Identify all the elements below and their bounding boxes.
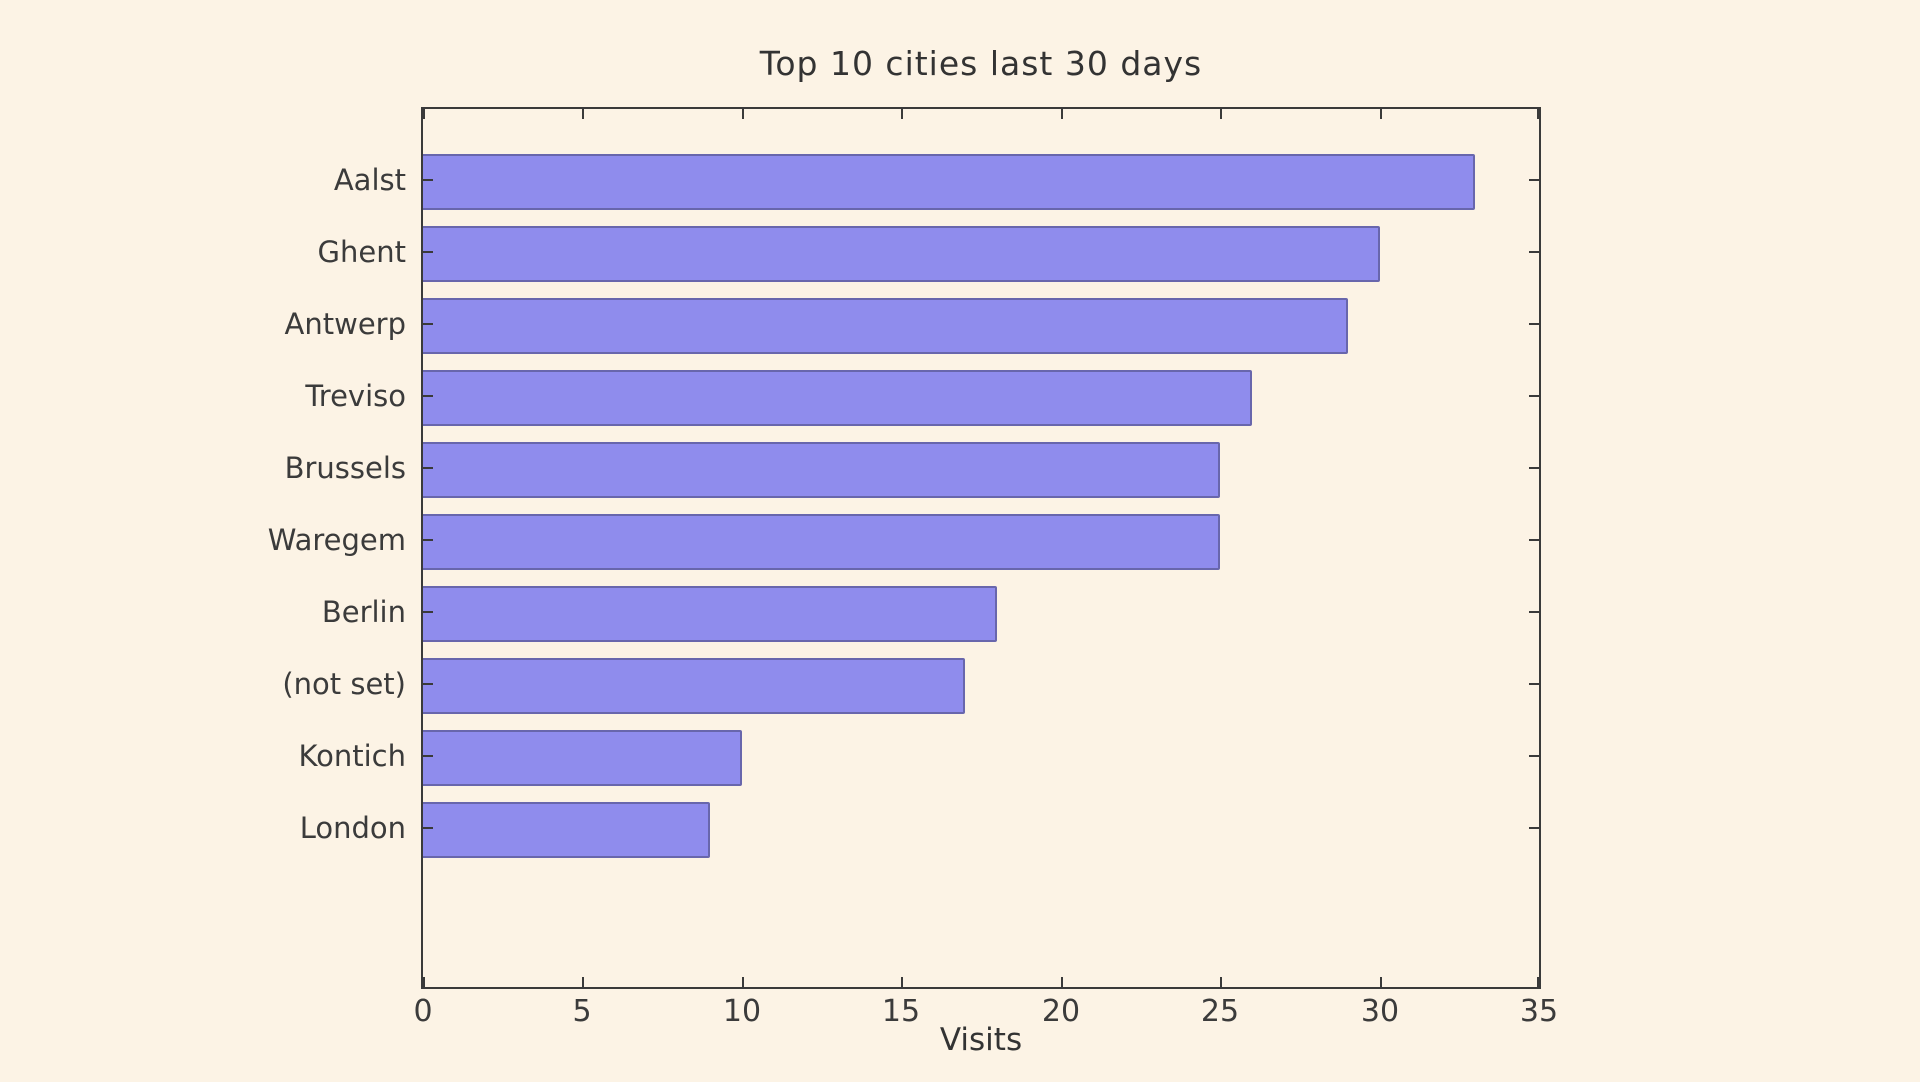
y-tick-mark-right bbox=[1529, 755, 1539, 757]
y-tick-label: Brussels bbox=[284, 451, 406, 485]
x-tick-mark-bottom bbox=[1537, 977, 1539, 987]
y-tick-label: (not set) bbox=[282, 667, 406, 701]
x-tick-label: 35 bbox=[1519, 994, 1559, 1029]
x-tick-label: 0 bbox=[413, 994, 433, 1029]
x-tick-mark-top bbox=[742, 109, 744, 119]
bar bbox=[423, 298, 1348, 354]
y-tick-label: Aalst bbox=[333, 163, 406, 197]
x-tick-mark-bottom bbox=[1220, 977, 1222, 987]
y-tick-label: Waregem bbox=[267, 523, 406, 557]
bar bbox=[423, 514, 1220, 570]
bar bbox=[423, 154, 1475, 210]
y-tick-label: Berlin bbox=[321, 595, 406, 629]
y-tick-mark-right bbox=[1529, 539, 1539, 541]
bar bbox=[423, 370, 1252, 426]
y-tick-label: Treviso bbox=[305, 379, 406, 413]
y-tick-mark-right bbox=[1529, 251, 1539, 253]
x-tick-mark-top bbox=[1220, 109, 1222, 119]
y-tick-mark-right bbox=[1529, 827, 1539, 829]
x-tick-mark-bottom bbox=[742, 977, 744, 987]
bar bbox=[423, 586, 997, 642]
bar bbox=[423, 658, 965, 714]
x-tick-label: 5 bbox=[572, 994, 592, 1029]
x-tick-label: 15 bbox=[881, 994, 921, 1029]
x-tick-label: 20 bbox=[1041, 994, 1081, 1029]
y-tick-mark-left bbox=[423, 395, 433, 397]
bar bbox=[423, 226, 1380, 282]
y-tick-mark-left bbox=[423, 755, 433, 757]
x-tick-mark-top bbox=[423, 109, 425, 119]
y-tick-mark-left bbox=[423, 467, 433, 469]
y-tick-mark-right bbox=[1529, 179, 1539, 181]
y-tick-mark-right bbox=[1529, 395, 1539, 397]
y-tick-mark-left bbox=[423, 251, 433, 253]
x-axis-label: Visits bbox=[939, 1022, 1023, 1058]
x-tick-mark-top bbox=[1061, 109, 1063, 119]
y-tick-mark-right bbox=[1529, 323, 1539, 325]
x-tick-mark-bottom bbox=[423, 977, 425, 987]
y-tick-label: Antwerp bbox=[284, 307, 406, 341]
y-tick-mark-left bbox=[423, 827, 433, 829]
x-tick-mark-bottom bbox=[1061, 977, 1063, 987]
x-tick-mark-bottom bbox=[1380, 977, 1382, 987]
y-tick-mark-left bbox=[423, 323, 433, 325]
x-tick-mark-top bbox=[582, 109, 584, 119]
bar bbox=[423, 730, 742, 786]
x-tick-label: 25 bbox=[1200, 994, 1240, 1029]
y-tick-label: Kontich bbox=[298, 739, 406, 773]
y-tick-mark-left bbox=[423, 179, 433, 181]
x-tick-mark-bottom bbox=[582, 977, 584, 987]
x-tick-mark-top bbox=[901, 109, 903, 119]
x-tick-label: 10 bbox=[722, 994, 762, 1029]
x-tick-mark-top bbox=[1537, 109, 1539, 119]
y-tick-mark-left bbox=[423, 683, 433, 685]
y-tick-mark-left bbox=[423, 539, 433, 541]
y-tick-mark-left bbox=[423, 611, 433, 613]
chart-title: Top 10 cities last 30 days bbox=[759, 44, 1203, 83]
y-tick-mark-right bbox=[1529, 467, 1539, 469]
y-tick-mark-right bbox=[1529, 611, 1539, 613]
plot-area bbox=[421, 107, 1541, 989]
bar bbox=[423, 442, 1220, 498]
y-tick-mark-right bbox=[1529, 683, 1539, 685]
y-tick-label: Ghent bbox=[317, 235, 406, 269]
x-tick-mark-bottom bbox=[901, 977, 903, 987]
bar bbox=[423, 802, 710, 858]
y-tick-label: London bbox=[299, 811, 406, 845]
x-tick-label: 30 bbox=[1360, 994, 1400, 1029]
x-tick-mark-top bbox=[1380, 109, 1382, 119]
